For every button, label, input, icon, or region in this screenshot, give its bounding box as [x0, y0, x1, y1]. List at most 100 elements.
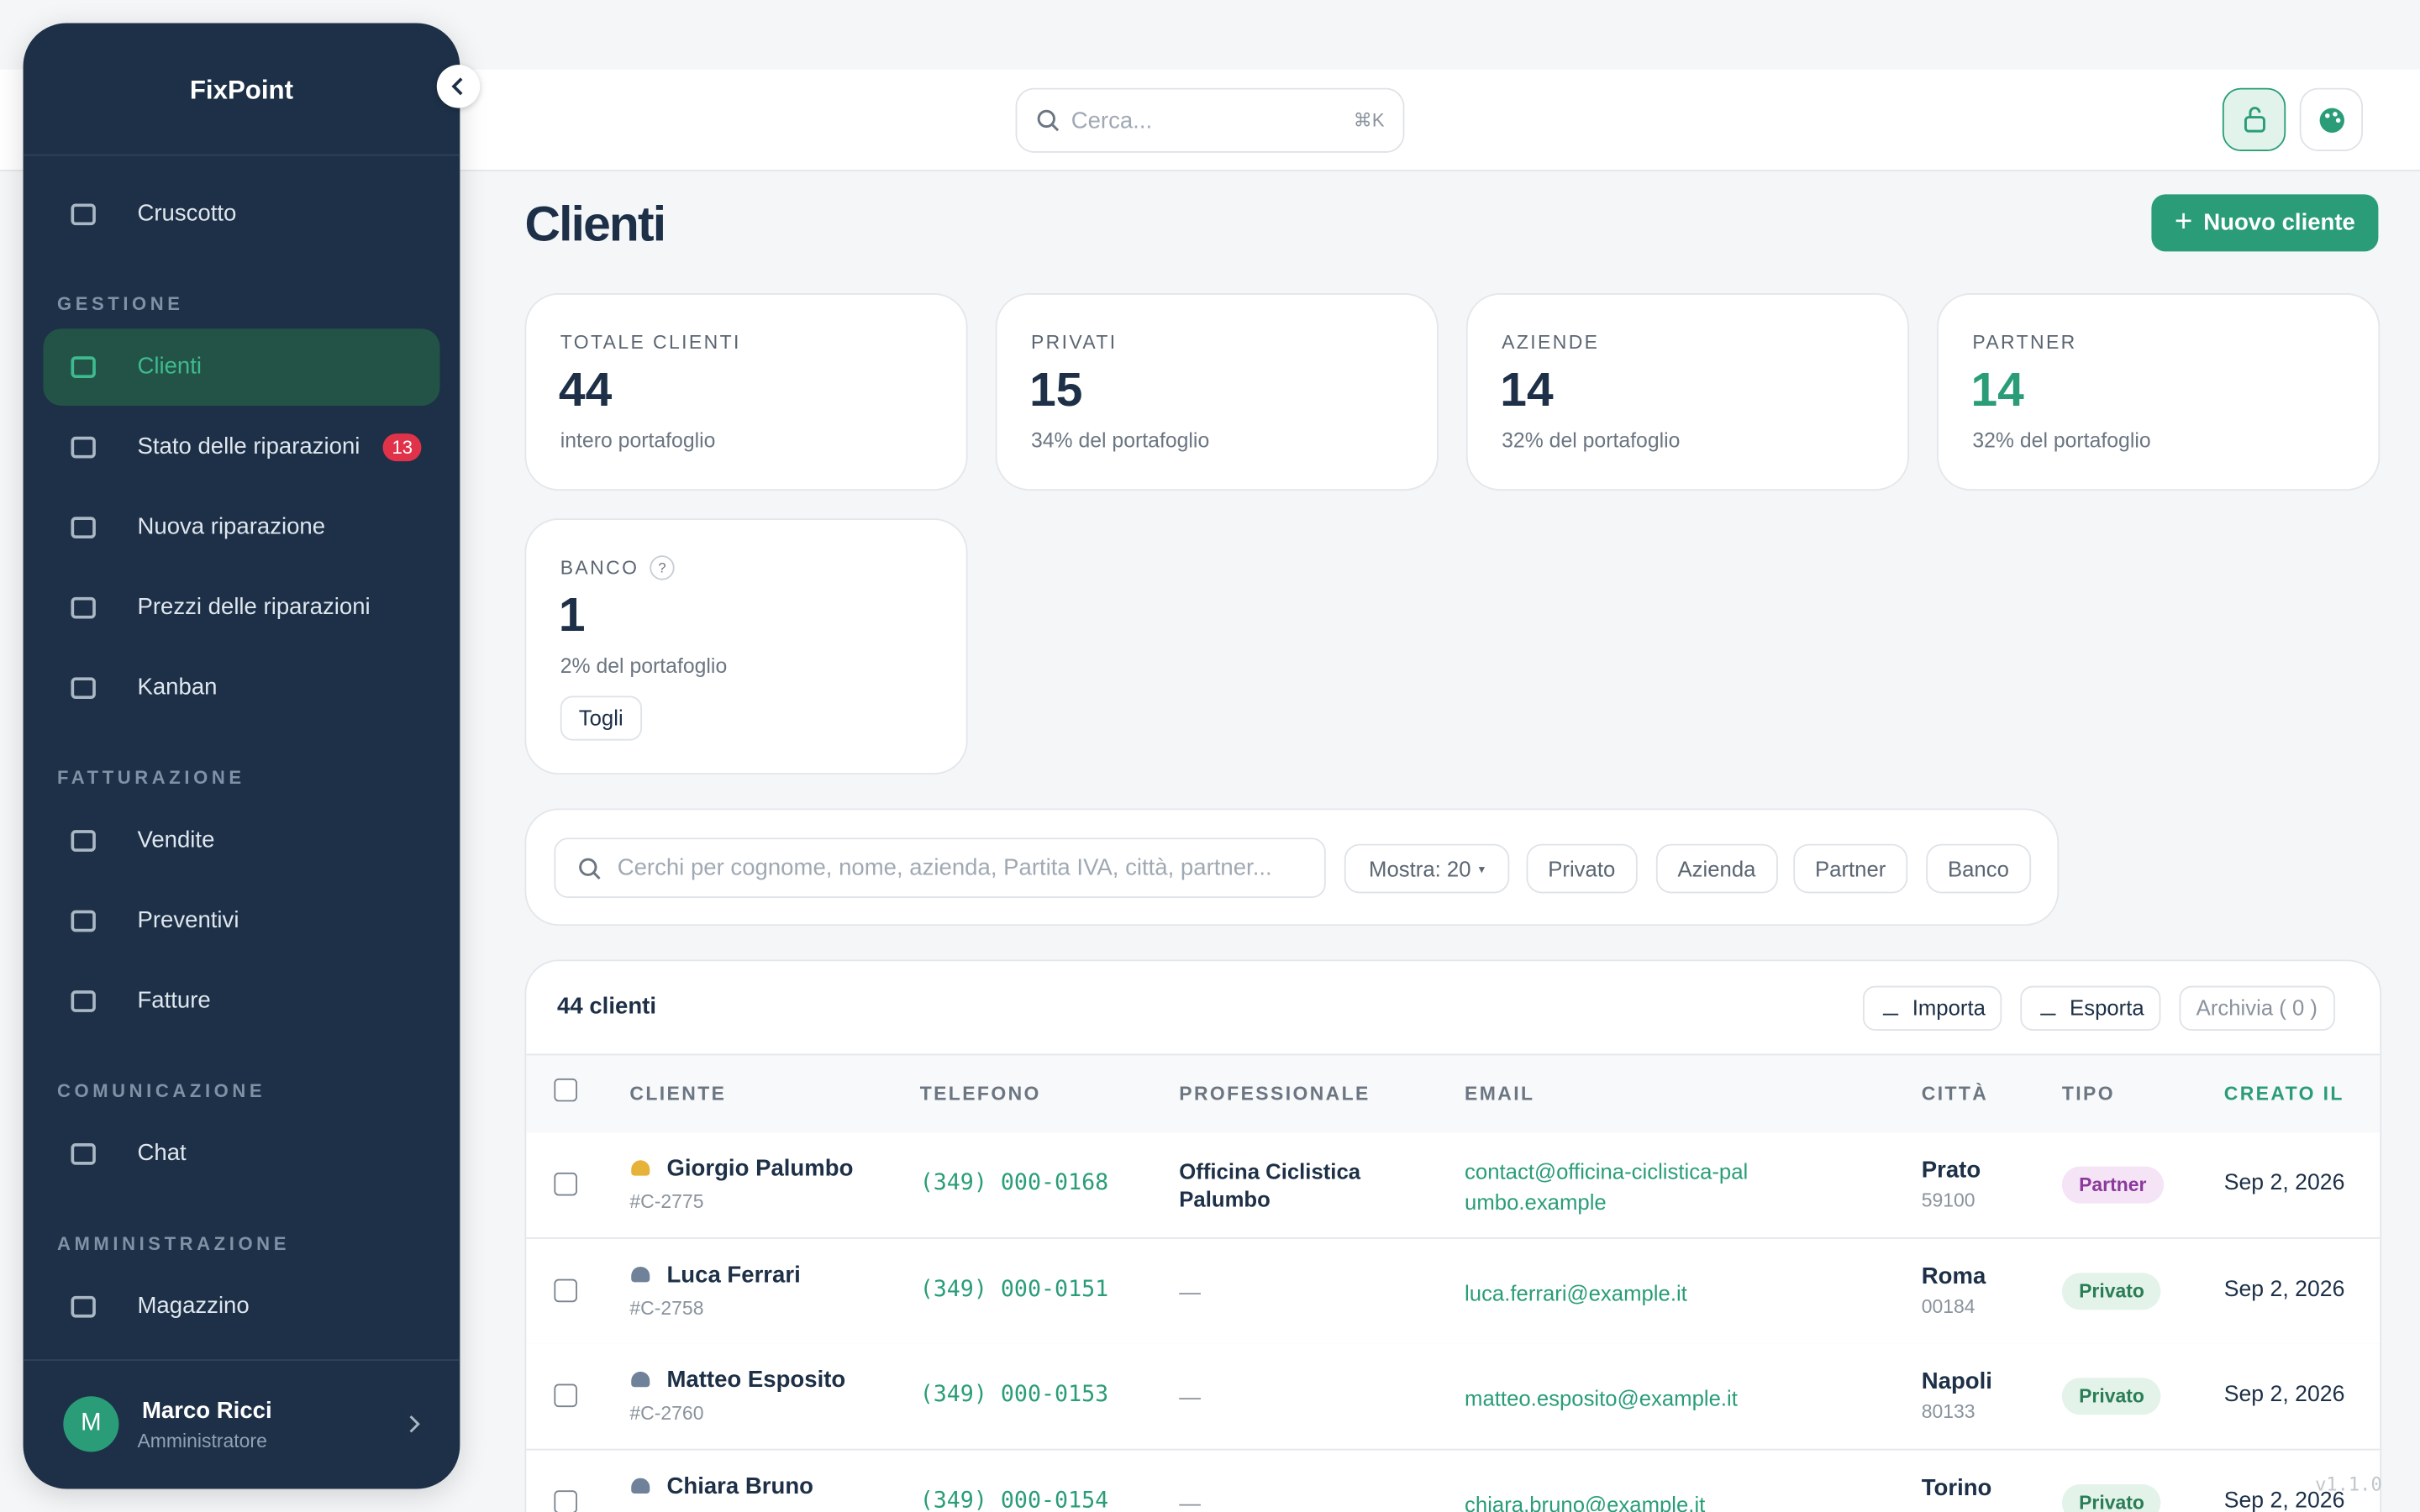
nav-icon	[71, 1143, 96, 1165]
phone: (349) 000-0151	[919, 1276, 1109, 1302]
page-title: Clienti	[524, 196, 666, 252]
new-client-button[interactable]: + Nuovo cliente	[2151, 194, 2379, 252]
email: luca.ferrari@example.it	[1465, 1279, 1687, 1305]
table-panel: 44 clienti Importa Esporta Archivia ( 0 ) …	[524, 959, 2382, 1512]
stat-value: 44	[558, 362, 613, 417]
nav-label[interactable]: Cruscotto	[137, 200, 237, 228]
type-badge: Privato	[2061, 1272, 2162, 1310]
select-all[interactable]	[554, 1078, 577, 1102]
nav-label[interactable]: Preventivi	[137, 907, 239, 934]
type-badge: Privato	[2061, 1483, 2162, 1512]
nav-label[interactable]: Stato delle riparazioni	[137, 433, 360, 460]
page-size[interactable]: Mostra: 20 ▾	[1344, 843, 1510, 894]
stat-label: PARTNER	[1972, 331, 2077, 354]
row-checkbox[interactable]	[554, 1172, 577, 1196]
row-checkbox[interactable]	[554, 1489, 577, 1512]
filter-chip[interactable]: Privato	[1526, 843, 1638, 894]
divider	[23, 154, 460, 156]
nav-heading: GESTIONE	[56, 292, 184, 315]
professional: —	[1179, 1383, 1201, 1409]
collapse-button[interactable]	[436, 65, 481, 108]
created-date: Sep 2, 2026	[2223, 1171, 2345, 1196]
column-header[interactable]: TELEFONO	[919, 1083, 1041, 1105]
stat-help[interactable]: ?	[650, 555, 675, 580]
column-header[interactable]: TIPO	[2061, 1083, 2116, 1105]
nav-icon	[71, 990, 96, 1012]
row-checkbox[interactable]	[554, 1278, 577, 1302]
column-header[interactable]: CITTÀ	[1921, 1083, 1989, 1105]
search-icon	[579, 858, 601, 880]
nav-label[interactable]: Clienti	[137, 353, 203, 380]
nav-icon	[71, 910, 96, 932]
global-search[interactable]: Cerca... ⌘K	[1015, 87, 1405, 153]
client-icon	[631, 1371, 650, 1388]
search-placeholder: Cerca...	[1071, 108, 1153, 134]
table-action[interactable]: Archivia ( 0 )	[2179, 985, 2335, 1031]
lock-button[interactable]	[2222, 87, 2286, 152]
nav-label[interactable]: Chat	[137, 1140, 187, 1167]
nav-heading: AMMINISTRAZIONE	[56, 1232, 290, 1255]
palette-icon	[2319, 108, 2345, 133]
table-row[interactable]: Chiara Bruno (349) 000-0154 — chiara.bruno@…	[526, 1449, 2381, 1512]
nav-label[interactable]: Kanban	[137, 674, 218, 701]
nav-label[interactable]: Fatture	[137, 987, 211, 1014]
column-header[interactable]: EMAIL	[1465, 1083, 1535, 1105]
page-size-label: Mostra: 20	[1369, 856, 1471, 881]
nav-icon	[71, 596, 96, 619]
type-badge: Privato	[2061, 1378, 2162, 1415]
nav-label[interactable]: Vendite	[137, 827, 215, 853]
table-row[interactable]: Luca Ferrari #C-2758 (349) 000-0151 — luca.f…	[526, 1237, 2381, 1345]
column-header[interactable]: PROFESSIONALE	[1179, 1083, 1370, 1105]
stat-note: intero portafoglio	[560, 428, 716, 453]
user-name[interactable]: Marco Ricci	[141, 1398, 272, 1425]
filter-chip[interactable]: Azienda	[1655, 843, 1778, 894]
client-icon	[631, 1160, 650, 1176]
client-icon	[631, 1477, 650, 1494]
stat-value: 14	[1970, 362, 2024, 417]
created-date: Sep 2, 2026	[2223, 1382, 2345, 1408]
lock-icon	[2244, 107, 2265, 133]
table-row[interactable]: Matteo Esposito #C-2760 (349) 000-0153 — mat…	[526, 1343, 2381, 1451]
nav-heading: COMUNICAZIONE	[56, 1079, 266, 1102]
city: Roma	[1921, 1263, 1986, 1289]
stat-label: BANCO	[560, 557, 639, 579]
table-action[interactable]: Esporta	[2020, 985, 2161, 1031]
column-header[interactable]: CLIENTE	[629, 1083, 727, 1105]
zip: 59100	[1921, 1189, 1975, 1211]
filter-chip[interactable]: Banco	[1926, 843, 2031, 894]
nav-label[interactable]: Nuova riparazione	[137, 513, 326, 540]
nav-label[interactable]: Magazzino	[137, 1293, 250, 1320]
stat-note: 32% del portafoglio	[1972, 428, 2151, 453]
divider	[23, 1359, 460, 1362]
nav-badge: 13	[382, 433, 423, 462]
stat-label: AZIENDE	[1502, 331, 1600, 354]
stat-button[interactable]: Togli	[560, 696, 642, 741]
client-search[interactable]: Cerchi per cognome, nome, azienda, Parti…	[554, 837, 1326, 898]
chevron-left	[451, 77, 463, 96]
type-badge: Partner	[2061, 1166, 2164, 1204]
stat-card: PARTNER 14 32% del portafoglio	[1937, 292, 2381, 491]
client-id: #C-2775	[629, 1190, 704, 1213]
column-header[interactable]: CREATO IL	[2223, 1083, 2344, 1105]
table-row[interactable]: Giorgio Palumbo #C-2775 (349) 000-0168 Offi…	[526, 1132, 2381, 1239]
nav-heading: FATTURAZIONE	[56, 766, 245, 789]
zip: 00184	[1921, 1294, 1975, 1317]
row-checkbox[interactable]	[554, 1383, 577, 1408]
stat-card: PRIVATI 15 34% del portafoglio	[995, 292, 1439, 491]
theme-button[interactable]	[2299, 87, 2364, 152]
table-action[interactable]: Importa	[1862, 985, 2003, 1031]
filter-chip[interactable]: Partner	[1793, 843, 1908, 894]
city: Torino	[1921, 1474, 1992, 1501]
sidebar: FixPoint M Marco Ricci Amministratore Cr…	[23, 23, 460, 1489]
stat-label: PRIVATI	[1030, 331, 1118, 354]
city: Prato	[1921, 1157, 1981, 1184]
professional: Officina Ciclistica Palumbo	[1179, 1158, 1361, 1211]
professional: —	[1179, 1278, 1201, 1304]
stat-value: 1	[558, 587, 586, 643]
nav-icon	[71, 830, 96, 852]
stat-label: TOTALE CLIENTI	[560, 331, 741, 354]
nav-label[interactable]: Prezzi delle riparazioni	[137, 594, 371, 621]
nav-icon	[71, 517, 96, 539]
